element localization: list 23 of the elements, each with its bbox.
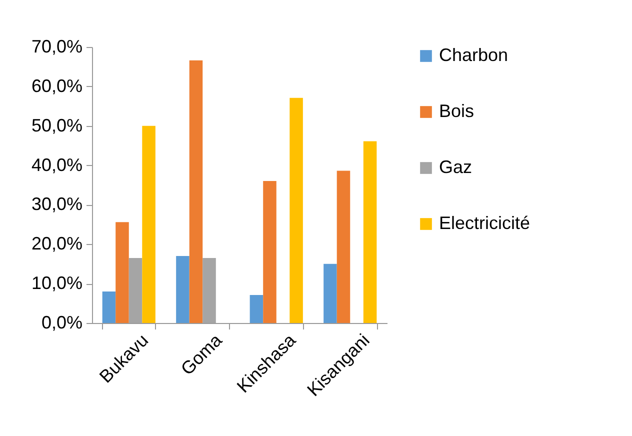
legend-label: Gaz — [439, 157, 472, 177]
y-tick-label: 40,0% — [31, 154, 82, 175]
bar — [336, 170, 350, 323]
bar — [324, 264, 337, 323]
bar — [176, 256, 190, 323]
bar — [290, 98, 303, 323]
y-tick-label: 30,0% — [31, 194, 82, 214]
y-tick-label: 70,0% — [31, 36, 82, 56]
y-tick-label: 10,0% — [31, 273, 82, 294]
y-tick-label: 50,0% — [31, 115, 82, 136]
y-tick-label: 0,0% — [41, 312, 82, 332]
y-tick-label: 20,0% — [31, 234, 82, 254]
legend-label: Charbon — [439, 45, 508, 65]
bar — [263, 181, 276, 323]
bar — [116, 222, 129, 323]
bar — [363, 141, 377, 323]
legend-label: Electricicité — [439, 213, 530, 233]
bar — [250, 295, 264, 323]
y-tick-label: 60,0% — [31, 76, 82, 96]
bar — [102, 291, 116, 323]
bar — [189, 60, 203, 323]
legend-label: Bois — [439, 101, 474, 121]
bar — [142, 126, 156, 323]
